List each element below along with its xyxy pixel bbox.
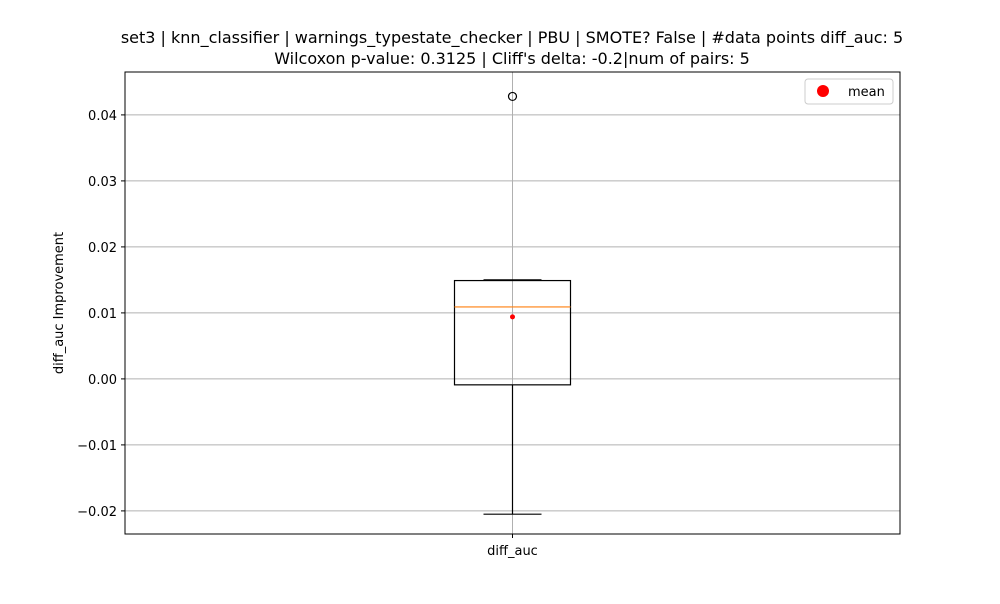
iqr-box <box>453 279 572 386</box>
chart-title-line-1: set3 | knn_classifier | warnings_typesta… <box>121 28 903 48</box>
axes: −0.02 −0.01 0.00 0.01 0.02 0.03 0.04 diff_auc <box>77 71 901 559</box>
y-tick-label: −0.02 <box>77 505 117 520</box>
legend-mean-marker <box>817 85 829 97</box>
y-axis-label: diff_auc Improvement <box>52 232 67 374</box>
grid-lines <box>125 72 900 534</box>
outlier-point <box>507 91 518 102</box>
y-tick-label: 0.03 <box>88 175 117 190</box>
x-tick-label: diff_auc <box>487 544 538 559</box>
plot-area <box>453 91 572 515</box>
y-tick-label: 0.01 <box>88 307 117 322</box>
legend-box <box>804 78 894 105</box>
chart-title-line-2: Wilcoxon p-value: 0.3125 | Cliff's delta… <box>274 49 750 68</box>
legend: mean <box>804 78 894 105</box>
y-tick-label: 0.02 <box>88 241 117 256</box>
y-tick-label: 0.04 <box>88 109 117 124</box>
legend-mean-label: mean <box>848 85 885 100</box>
y-tick-label: −0.01 <box>77 439 117 454</box>
y-tick-label: 0.00 <box>88 373 117 388</box>
mean-marker <box>510 314 515 320</box>
